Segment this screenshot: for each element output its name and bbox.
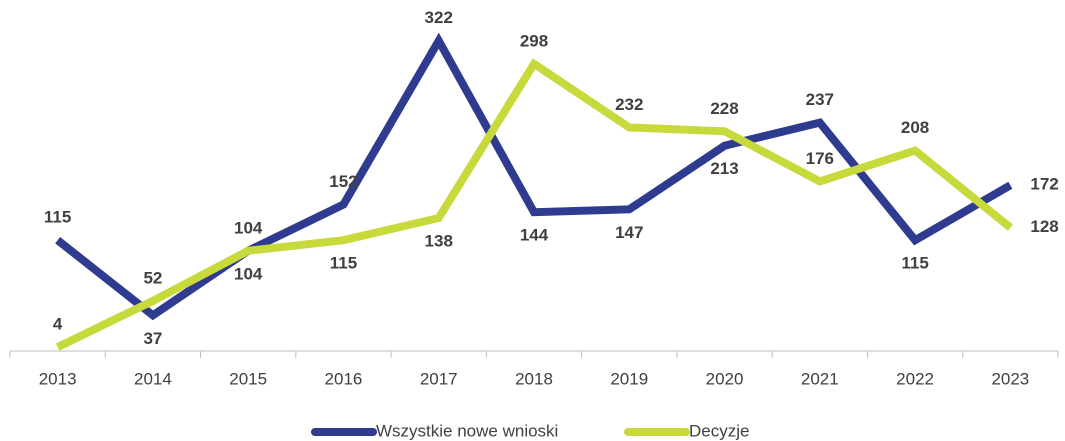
data-label: 172 <box>1030 175 1058 194</box>
data-label: 176 <box>806 149 834 168</box>
x-tick-label: 2015 <box>229 369 267 388</box>
data-label: 144 <box>520 226 549 245</box>
line <box>55 58 1013 351</box>
data-label: 213 <box>710 159 738 178</box>
data-label: 232 <box>615 95 643 114</box>
x-tick-label: 2022 <box>896 369 934 388</box>
data-label: 104 <box>234 218 263 237</box>
legend-label: Decyzje <box>689 421 749 440</box>
data-label: 115 <box>330 254 357 273</box>
data-label: 138 <box>425 232 453 251</box>
data-label: 115 <box>44 208 71 227</box>
data-label: 298 <box>520 31 548 50</box>
x-tick-label: 2019 <box>610 369 648 388</box>
x-tick-label: 2017 <box>420 369 458 388</box>
line <box>55 32 1013 321</box>
data-label: 52 <box>143 268 162 287</box>
data-label: 237 <box>806 90 834 109</box>
x-tick-label: 2023 <box>991 369 1029 388</box>
legend-label: Wszystkie nowe wnioski <box>376 421 558 440</box>
data-label: 128 <box>1030 217 1058 236</box>
data-label: 228 <box>710 99 738 118</box>
x-tick-label: 2014 <box>134 369 172 388</box>
x-tick-label: 2018 <box>515 369 553 388</box>
x-tick-label: 2021 <box>801 369 839 388</box>
data-label: 208 <box>901 118 929 137</box>
x-tick-label: 2013 <box>39 369 77 388</box>
data-label: 104 <box>234 264 263 283</box>
data-label: 152 <box>329 172 357 191</box>
x-tick-label: 2016 <box>325 369 363 388</box>
x-tick-label: 2020 <box>706 369 744 388</box>
data-label: 37 <box>143 329 162 348</box>
data-label: 115 <box>901 254 928 273</box>
data-label: 4 <box>53 315 63 334</box>
data-label: 322 <box>425 8 453 27</box>
data-label: 147 <box>615 223 643 242</box>
